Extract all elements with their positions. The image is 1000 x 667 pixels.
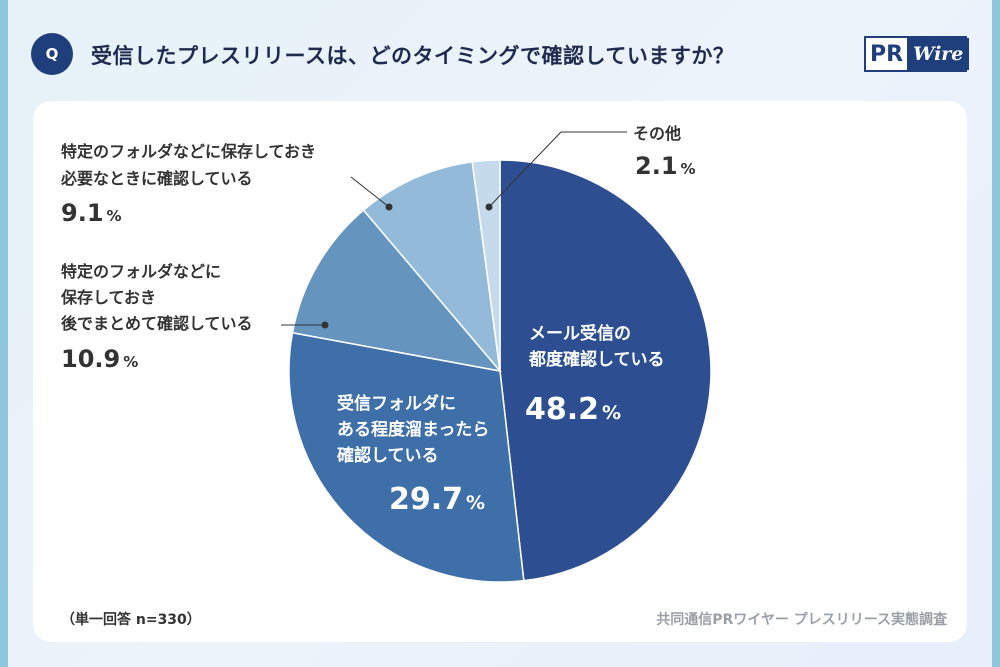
question-title: 受信したプレスリリースは、どのタイミングで確認していますか？ xyxy=(91,44,735,68)
slice-label-0-line: メール受信の xyxy=(529,323,631,344)
slice-value-3-value: 9.1 xyxy=(61,199,104,227)
question-badge: Q xyxy=(31,33,73,75)
slice-value-2-value: 10.9 xyxy=(61,345,120,373)
left-frame-bar xyxy=(0,0,8,667)
slice-value-0-value: 48.2 xyxy=(525,392,599,427)
pie-chart: メール受信の都度確認している 48.2 % 受信フォルダにある程度溜まったら確認してい… xyxy=(60,124,712,583)
slice-label-2-line: 特定のフォルダなどに xyxy=(61,262,221,281)
leader-line-4b xyxy=(488,131,562,208)
slice-label-4: その他 xyxy=(633,124,681,143)
slice-label-3: 特定のフォルダなどに保存しておき必要なときに確認している xyxy=(60,142,316,188)
sample-note: （単一回答 n=330） xyxy=(61,612,201,628)
slice-label-1-line: 受信フォルダに xyxy=(337,393,456,414)
pie-slice-0 xyxy=(499,159,712,582)
prwire-logo: PR Wire xyxy=(864,36,970,72)
slice-value-0: 48.2% xyxy=(525,392,621,427)
header: Q 受信したプレスリリースは、どのタイミングで確認していますか？ PR Wire xyxy=(31,28,971,78)
leader-dot-3 xyxy=(385,203,393,211)
slice-label-0: メール受信の都度確認している xyxy=(528,323,665,370)
slice-value-1-value: 29.7 xyxy=(389,482,463,517)
slice-label-1: 受信フォルダにある程度溜まったら確認している xyxy=(337,393,489,466)
slice-value-1-unit: % xyxy=(466,492,485,514)
slice-value-2-unit: % xyxy=(123,353,138,371)
leader-line-3 xyxy=(350,176,390,208)
pie-slice-1 xyxy=(288,331,525,583)
slice-label-3-line: 必要なときに確認している xyxy=(60,169,253,188)
slice-label-4-line: その他 xyxy=(633,124,681,143)
right-frame-bar xyxy=(992,0,1000,667)
logo-pr: PR xyxy=(866,38,908,70)
slice-value-0-unit: % xyxy=(602,402,621,424)
slice-value-3: 9.1% xyxy=(61,199,122,227)
slice-label-2: 特定のフォルダなどに保存しておき後でまとめて確認している xyxy=(60,262,253,333)
slice-label-3-line: 特定のフォルダなどに保存しておき xyxy=(61,142,316,161)
slice-value-4-value: 2.1 xyxy=(635,152,678,180)
pie-slice-4 xyxy=(471,159,501,372)
slice-value-2: 10.9% xyxy=(61,345,138,373)
leader-dot-2 xyxy=(321,321,329,329)
slice-label-2-line: 保存しておき xyxy=(60,288,156,307)
slice-value-4-unit: % xyxy=(681,160,696,178)
slice-value-1: 29.7% xyxy=(389,482,485,517)
slice-label-1-line: ある程度溜まったら xyxy=(337,419,489,440)
slice-label-0-line: 都度確認している xyxy=(528,349,665,370)
logo-wire: Wire xyxy=(907,38,970,70)
slice-value-4: 2.1% xyxy=(635,152,696,180)
slice-label-2-line: 後でまとめて確認している xyxy=(61,314,253,333)
slice-label-1-line: 確認している xyxy=(337,445,439,466)
chart-card: メール受信の都度確認している 48.2% 受信フォルダにある程度溜まったら確認してい… xyxy=(33,101,967,642)
leader-dot-4 xyxy=(485,203,493,211)
pie-slice-3 xyxy=(362,160,502,374)
source-credit: 共同通信PRワイヤー プレスリリース実態調査 xyxy=(656,612,947,628)
slice-value-3-unit: % xyxy=(107,207,122,225)
